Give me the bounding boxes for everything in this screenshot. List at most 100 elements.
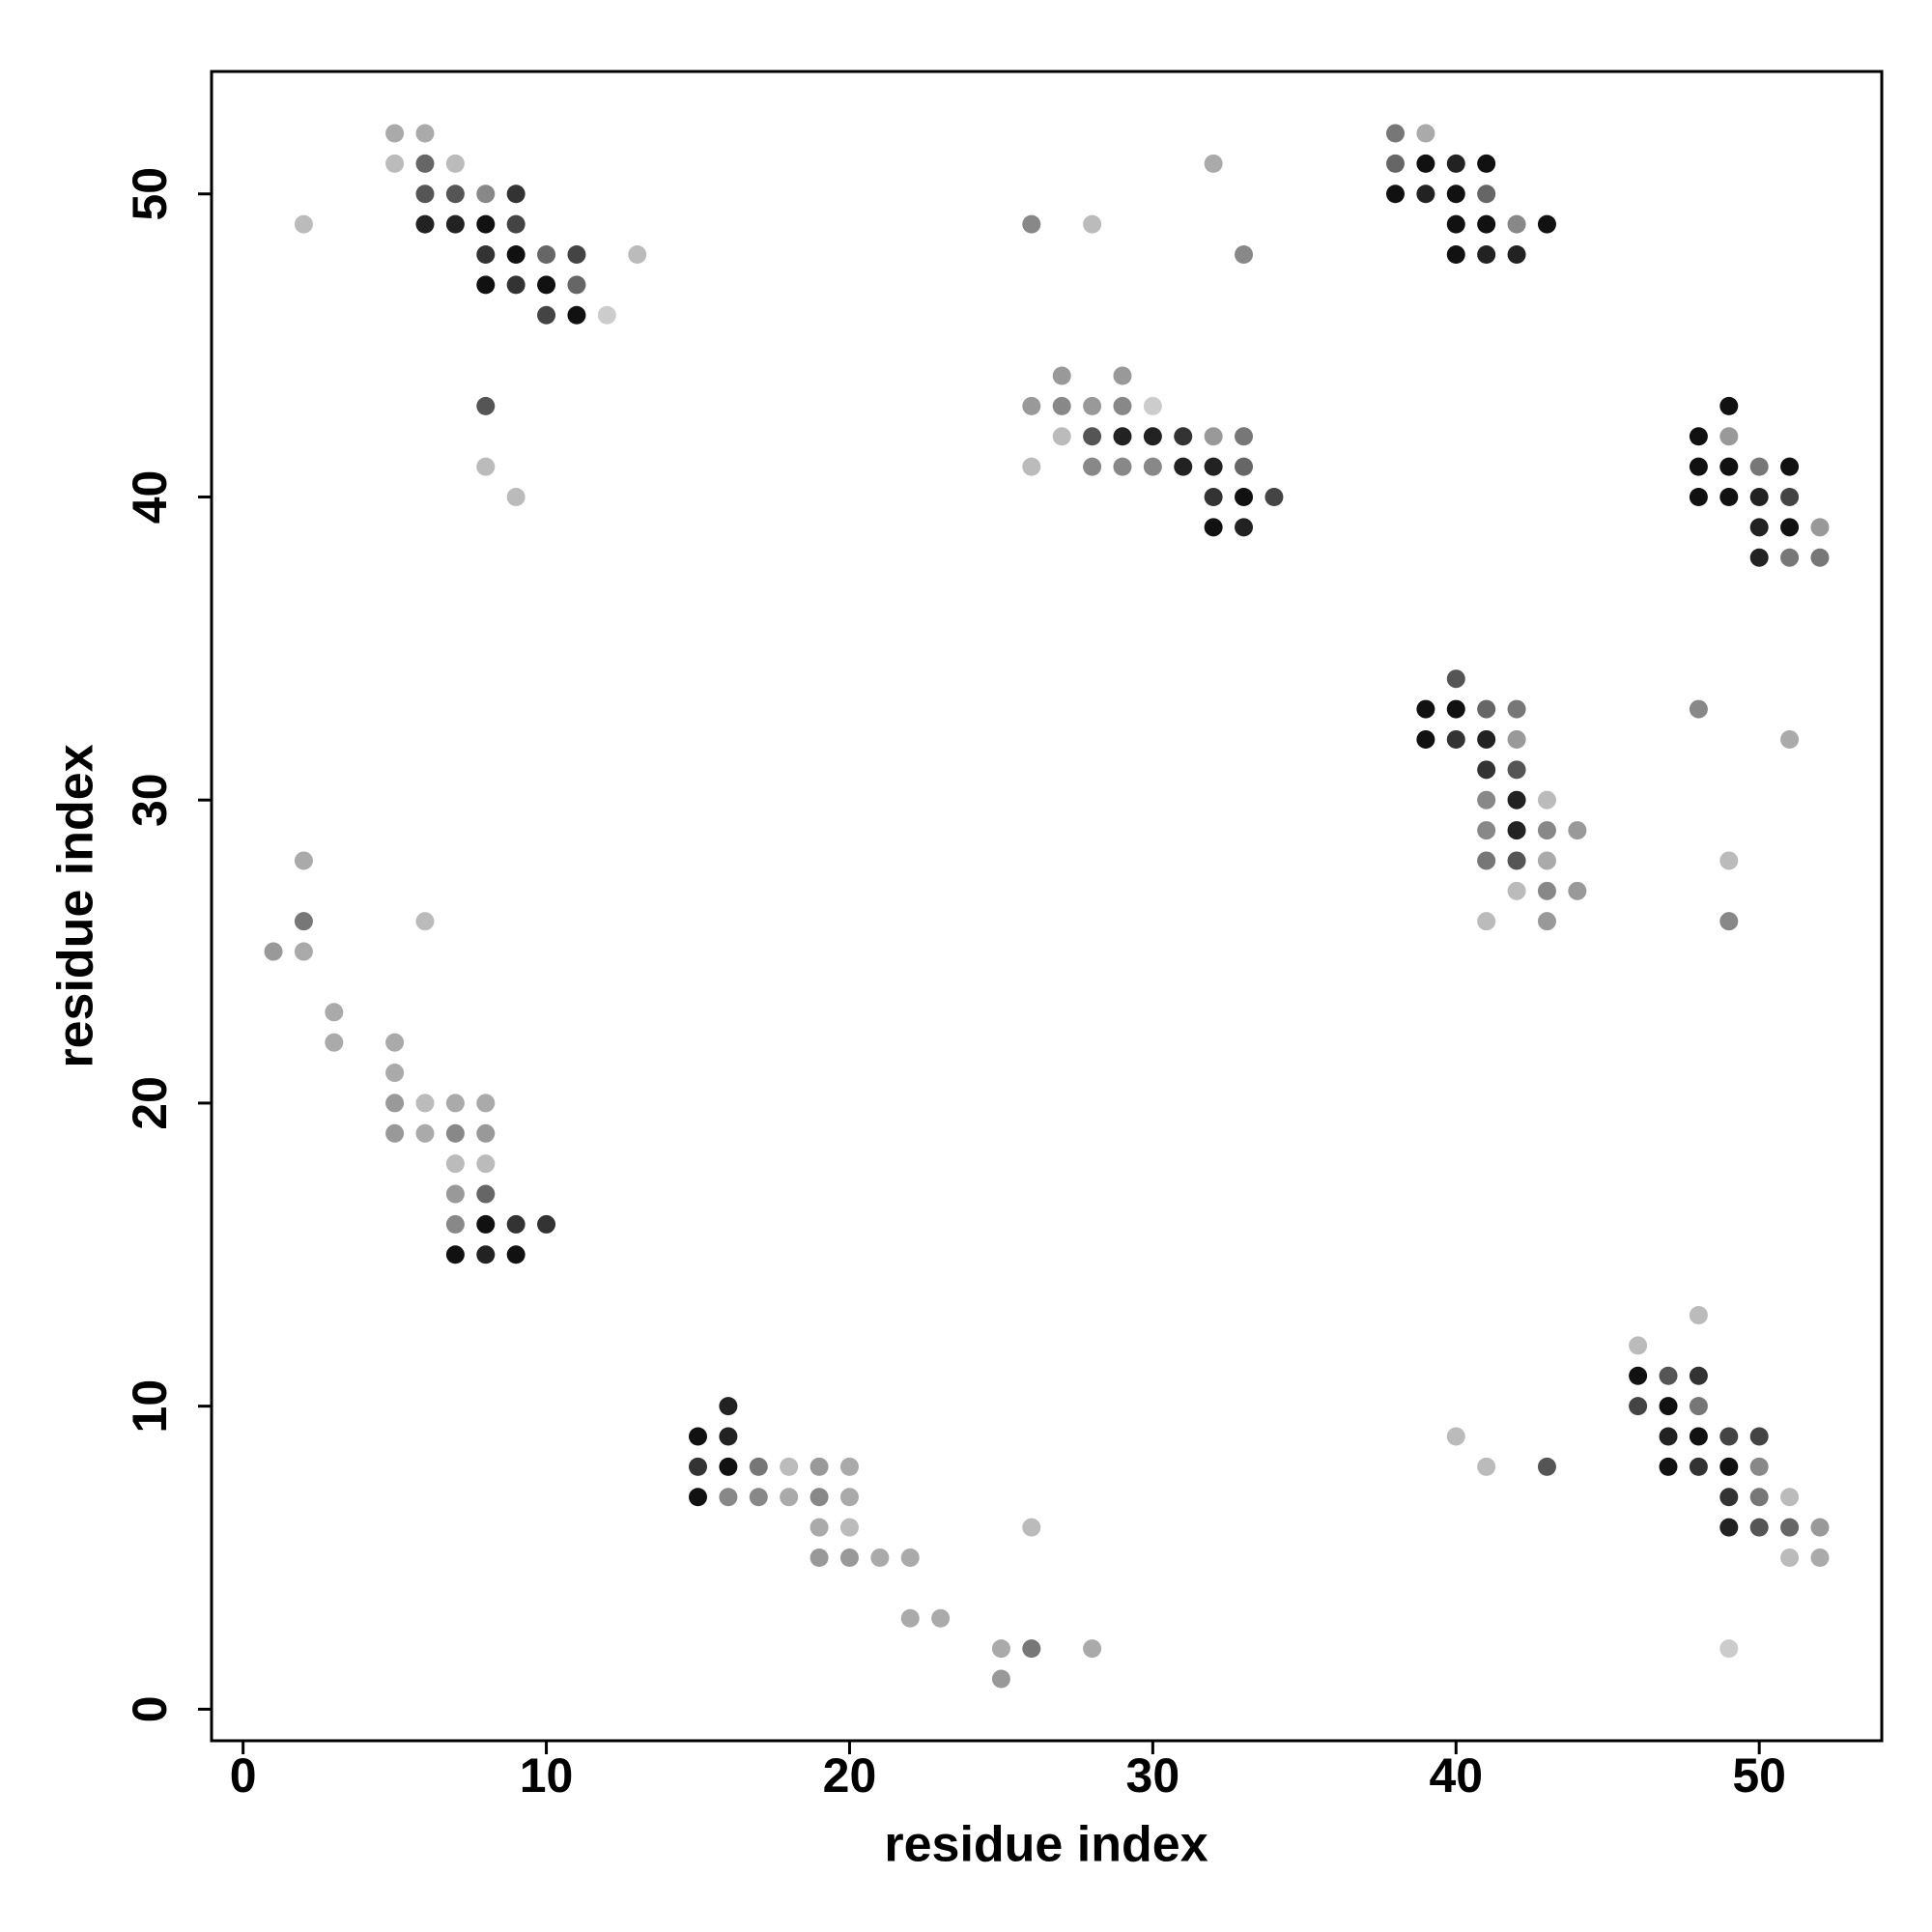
point bbox=[385, 1123, 405, 1143]
point bbox=[476, 275, 496, 295]
point bbox=[476, 1184, 496, 1204]
point bbox=[1385, 185, 1405, 204]
point bbox=[1052, 366, 1071, 385]
point bbox=[567, 244, 586, 264]
point bbox=[537, 275, 556, 295]
point bbox=[476, 1094, 496, 1113]
point bbox=[445, 1154, 465, 1174]
point bbox=[1780, 1488, 1800, 1507]
point bbox=[1416, 185, 1435, 204]
point bbox=[1446, 699, 1465, 719]
point bbox=[1568, 881, 1587, 900]
point bbox=[1477, 851, 1496, 870]
point bbox=[506, 185, 526, 204]
point bbox=[810, 1518, 829, 1537]
point bbox=[689, 1488, 708, 1507]
y-tick-label: 0 bbox=[123, 1695, 177, 1722]
point bbox=[1416, 154, 1435, 173]
point bbox=[839, 1548, 859, 1568]
point bbox=[1629, 1366, 1648, 1385]
point bbox=[1810, 548, 1830, 567]
point bbox=[1719, 912, 1739, 931]
point bbox=[1780, 1548, 1800, 1568]
point bbox=[264, 942, 283, 961]
point bbox=[1507, 881, 1526, 900]
point bbox=[1537, 214, 1556, 234]
point bbox=[1749, 1518, 1769, 1537]
point bbox=[1235, 487, 1254, 506]
point bbox=[1477, 760, 1496, 780]
point bbox=[415, 912, 435, 931]
point bbox=[1507, 790, 1526, 810]
point bbox=[1416, 729, 1435, 749]
point bbox=[900, 1548, 920, 1568]
point bbox=[900, 1608, 920, 1628]
point bbox=[1204, 427, 1223, 446]
point bbox=[749, 1488, 768, 1507]
point bbox=[1659, 1427, 1678, 1446]
point bbox=[1235, 457, 1254, 476]
point bbox=[537, 1214, 556, 1234]
point bbox=[1719, 487, 1739, 506]
x-tick-label: 30 bbox=[1126, 1748, 1180, 1803]
point bbox=[1689, 1427, 1708, 1446]
point bbox=[1659, 1457, 1678, 1476]
point bbox=[567, 305, 586, 325]
point bbox=[445, 214, 465, 234]
point bbox=[1446, 1427, 1465, 1446]
point bbox=[1083, 396, 1102, 415]
point bbox=[1113, 427, 1132, 446]
point bbox=[385, 1094, 405, 1113]
point bbox=[1780, 518, 1800, 537]
point bbox=[445, 1123, 465, 1143]
point bbox=[1022, 1518, 1041, 1537]
point bbox=[1264, 487, 1284, 506]
point bbox=[1568, 821, 1587, 840]
point bbox=[719, 1427, 738, 1446]
point bbox=[1022, 396, 1041, 415]
point bbox=[1052, 396, 1071, 415]
point bbox=[506, 244, 526, 264]
point bbox=[1780, 487, 1800, 506]
point bbox=[1235, 518, 1254, 537]
point bbox=[1174, 427, 1193, 446]
point bbox=[839, 1457, 859, 1476]
point bbox=[1052, 427, 1071, 446]
y-tick-label: 30 bbox=[123, 773, 177, 827]
point bbox=[1477, 729, 1496, 749]
point bbox=[294, 942, 313, 961]
point bbox=[506, 487, 526, 506]
y-tick-label: 50 bbox=[123, 167, 177, 221]
point bbox=[1446, 729, 1465, 749]
point bbox=[476, 396, 496, 415]
point bbox=[385, 124, 405, 143]
point bbox=[1446, 154, 1465, 173]
point bbox=[385, 154, 405, 173]
point bbox=[537, 305, 556, 325]
point bbox=[719, 1488, 738, 1507]
point bbox=[445, 1214, 465, 1234]
point bbox=[1477, 154, 1496, 173]
point bbox=[1749, 1427, 1769, 1446]
point bbox=[1204, 457, 1223, 476]
point bbox=[1780, 457, 1800, 476]
y-axis-title: residue index bbox=[48, 744, 104, 1067]
point bbox=[567, 275, 586, 295]
point bbox=[1083, 457, 1102, 476]
point bbox=[476, 1154, 496, 1174]
point bbox=[1022, 457, 1041, 476]
point bbox=[1719, 1518, 1739, 1537]
point bbox=[1174, 457, 1193, 476]
point bbox=[1477, 821, 1496, 840]
point bbox=[445, 154, 465, 173]
point bbox=[1659, 1366, 1678, 1385]
point bbox=[1477, 912, 1496, 931]
point bbox=[1113, 396, 1132, 415]
point bbox=[1083, 1639, 1102, 1659]
point bbox=[1507, 244, 1526, 264]
point bbox=[810, 1457, 829, 1476]
point bbox=[991, 1639, 1010, 1659]
point bbox=[1507, 699, 1526, 719]
point bbox=[1022, 1639, 1041, 1659]
point bbox=[1689, 1366, 1708, 1385]
